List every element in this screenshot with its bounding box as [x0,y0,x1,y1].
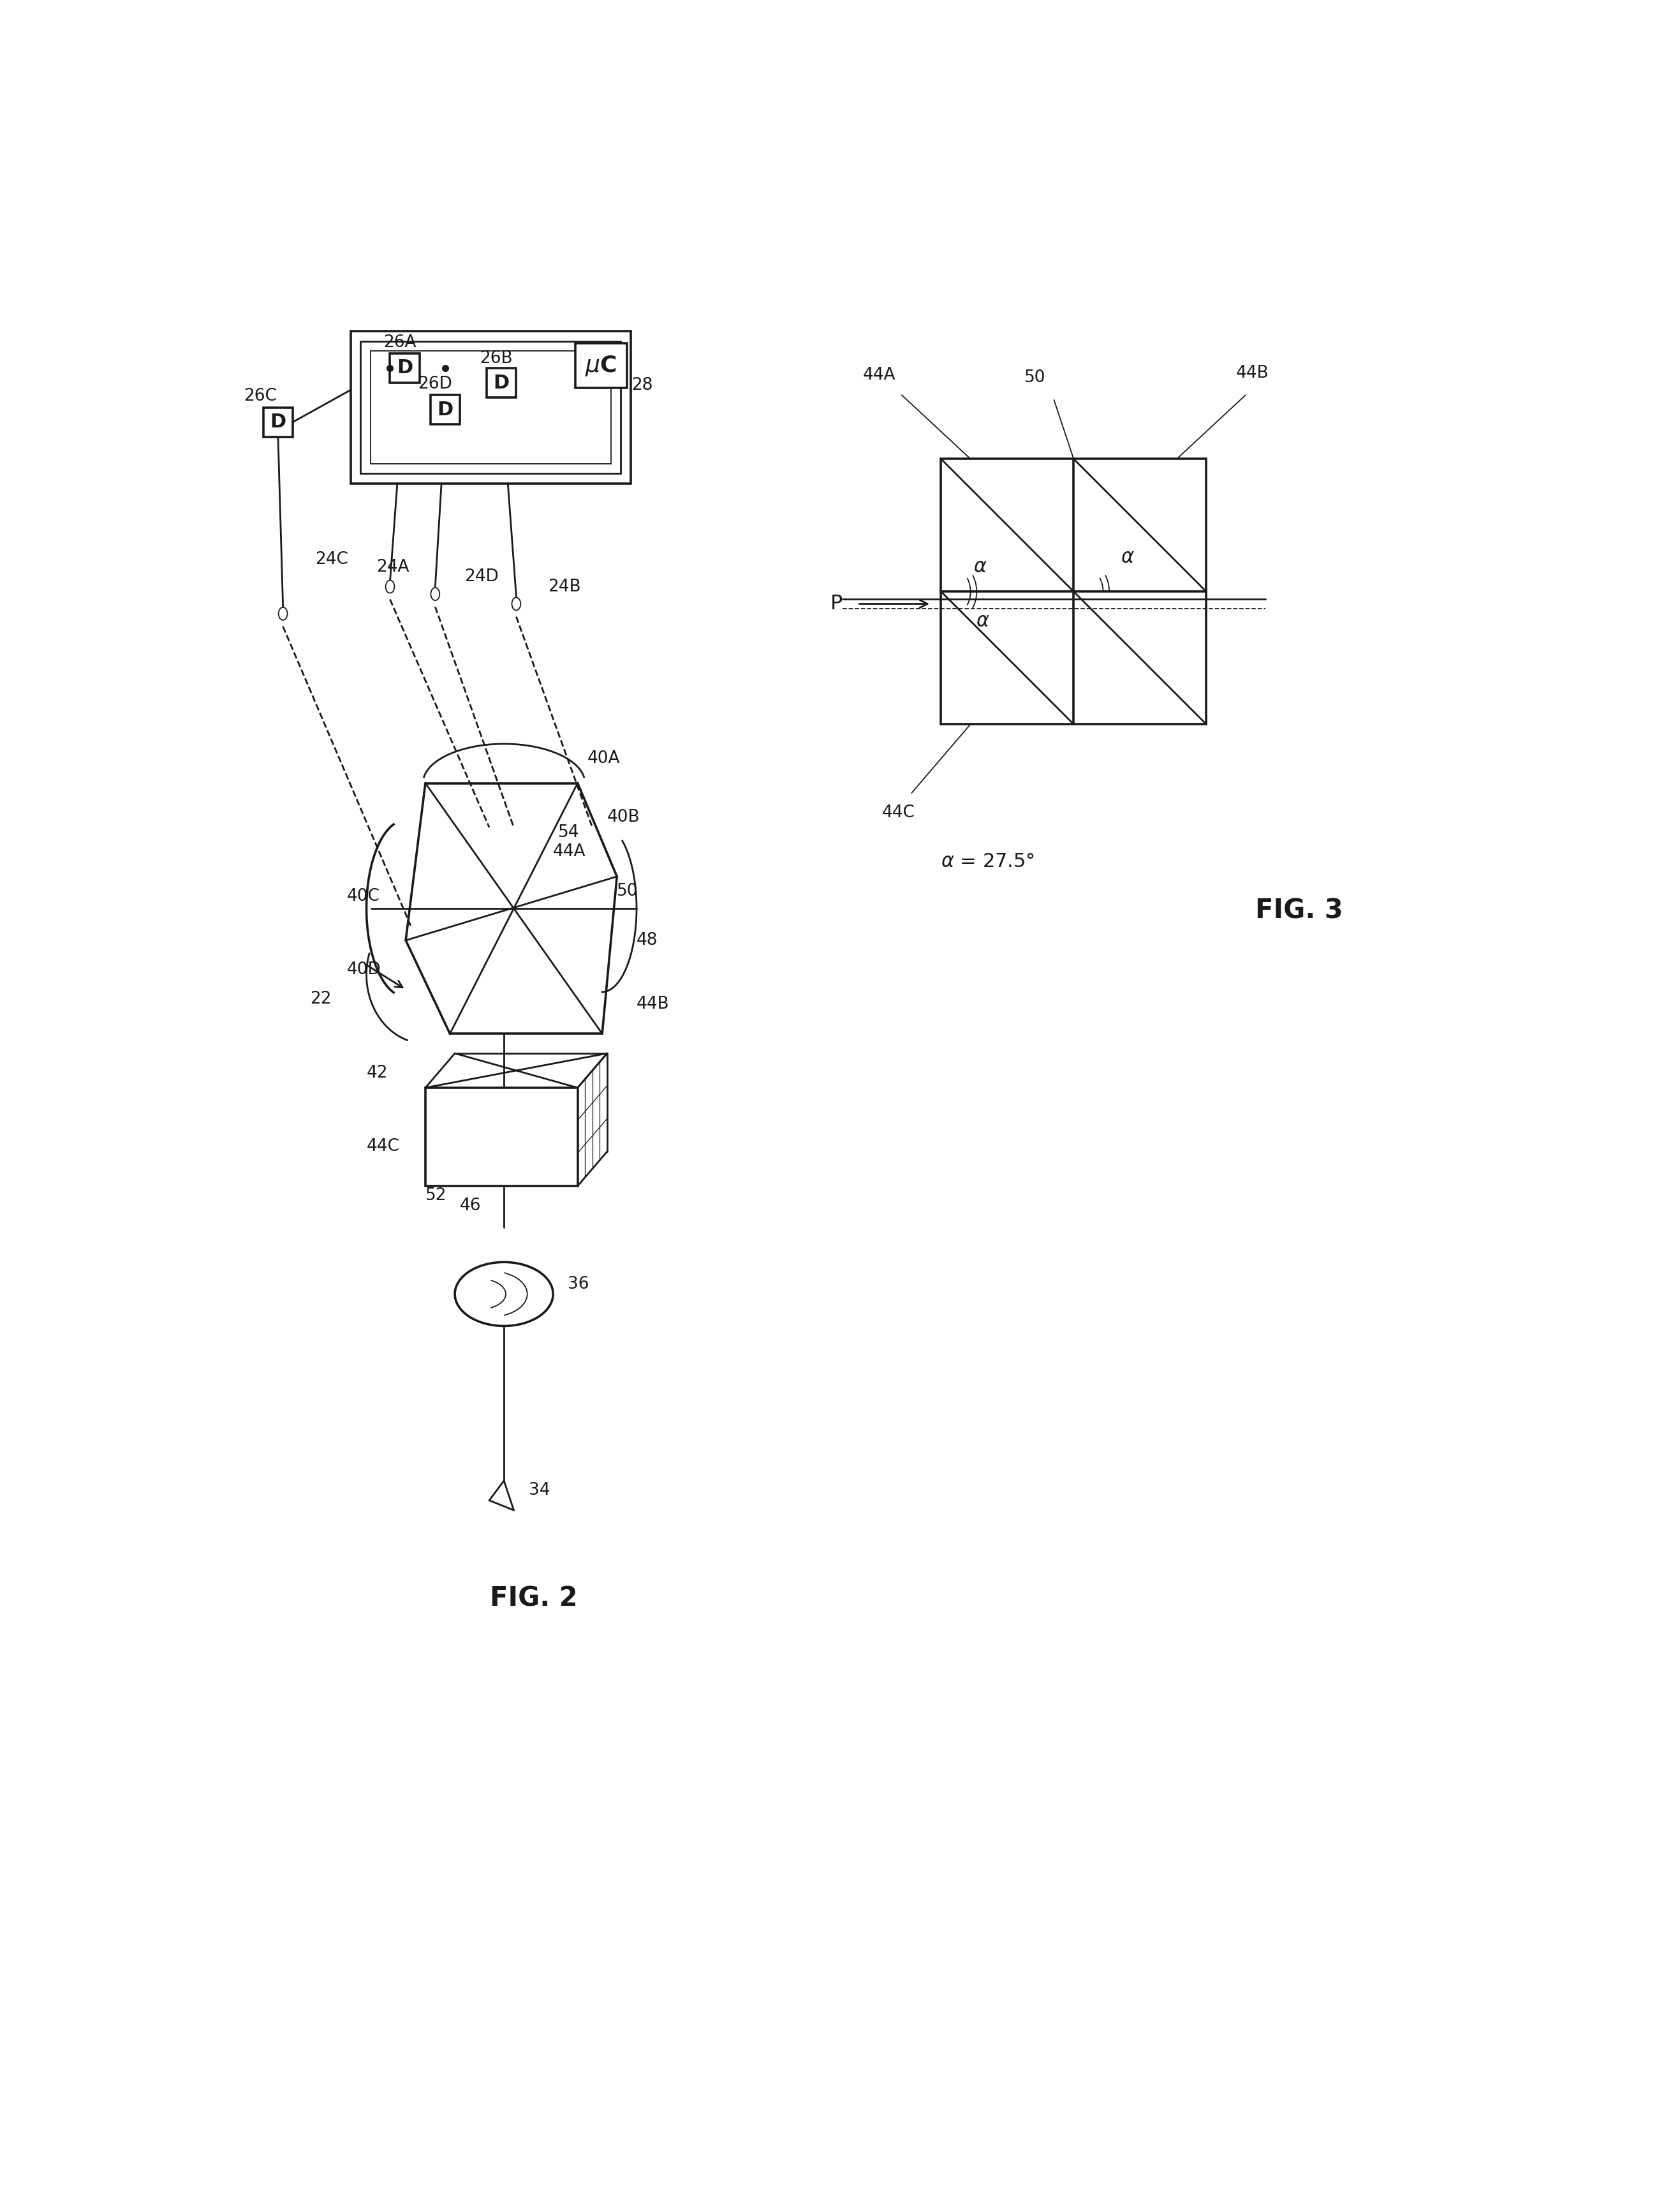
Text: 44C: 44C [366,1139,400,1155]
Text: 24B: 24B [548,577,581,595]
Ellipse shape [279,608,287,621]
Text: 26D: 26D [418,376,452,391]
Bar [351,330,630,483]
Text: 40B: 40B [606,809,640,827]
Text: 50: 50 [1025,370,1047,387]
Text: D: D [396,359,413,378]
Ellipse shape [430,588,440,601]
Text: 24C: 24C [314,551,348,569]
Text: 44A: 44A [862,367,895,383]
Text: D: D [494,374,509,391]
Bar [575,343,627,387]
Text: $\alpha$ = 27.5°: $\alpha$ = 27.5° [941,853,1035,870]
Text: $\alpha$: $\alpha$ [976,612,990,630]
Text: 44A: 44A [553,844,586,859]
Bar [390,354,420,383]
Text: 26C: 26C [244,387,277,405]
Text: 40A: 40A [588,750,620,768]
Text: FIG. 2: FIG. 2 [489,1586,578,1612]
Text: 50: 50 [617,884,638,899]
Text: 24A: 24A [376,558,410,575]
Bar [361,341,622,475]
Text: 42: 42 [366,1065,388,1080]
Text: 28: 28 [632,376,654,394]
Bar [264,407,292,437]
Text: P: P [830,595,843,615]
Text: 26A: 26A [383,335,417,350]
Bar [430,396,460,424]
Text: 44B: 44B [637,995,670,1013]
Text: 46: 46 [460,1196,480,1214]
Text: 48: 48 [637,932,659,949]
Text: 36: 36 [568,1275,590,1293]
Text: 44C: 44C [882,805,916,820]
Text: $\alpha$: $\alpha$ [1121,549,1134,566]
Text: 44B: 44B [1236,365,1268,381]
Ellipse shape [512,597,521,610]
Text: 26B: 26B [479,350,512,367]
Text: 52: 52 [425,1188,447,1205]
Text: 54: 54 [558,824,580,840]
Text: $\mu$C: $\mu$C [585,354,617,378]
Text: 22: 22 [311,991,331,1008]
Ellipse shape [455,1262,553,1325]
Ellipse shape [386,580,395,593]
Text: D: D [437,400,454,420]
Text: FIG. 3: FIG. 3 [1255,897,1344,925]
Text: $\alpha$: $\alpha$ [973,558,988,575]
Bar [370,350,612,464]
Text: 40C: 40C [346,888,380,905]
Text: D: D [270,413,286,431]
Text: 40D: 40D [346,962,381,978]
Bar [425,1087,578,1185]
Bar [487,367,516,398]
Text: 34: 34 [529,1483,549,1498]
Text: 24D: 24D [465,569,499,586]
